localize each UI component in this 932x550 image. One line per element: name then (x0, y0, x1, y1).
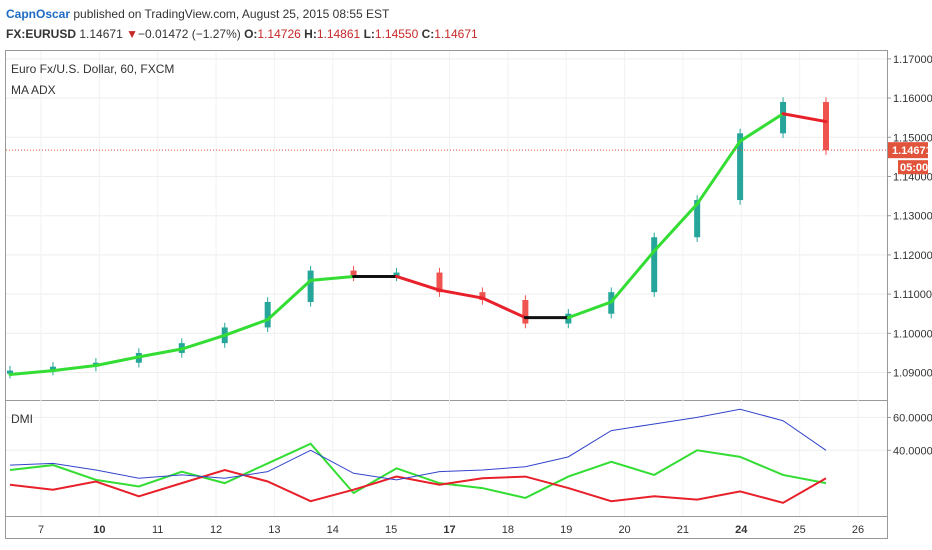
countdown-tag (898, 160, 928, 175)
close-value: 1.14671 (434, 27, 478, 41)
ma-adx-segment (266, 278, 313, 322)
ma-adx-segment (652, 202, 699, 253)
candle (823, 101, 829, 151)
ma-adx-segment (395, 274, 441, 292)
price-pane-border (5, 50, 888, 401)
ma-adx-segment (137, 347, 184, 359)
ma-adx-segment (223, 318, 270, 337)
symbol-label[interactable]: FX:EURUSD (6, 27, 77, 41)
ma-adx-segment (738, 112, 785, 143)
time-axis-tick-label: 21 (677, 524, 689, 536)
candle (436, 272, 443, 293)
close-label: C: (421, 27, 435, 41)
dmi-title[interactable]: DMI (11, 412, 33, 426)
ma-adx-segment (437, 288, 484, 300)
open-value: 1.14726 (257, 27, 301, 41)
time-axis-tick-label: 12 (210, 524, 222, 536)
last-price-tag-label: 1.14671 (892, 145, 932, 157)
high-label: H: (304, 27, 317, 41)
price-axis-tick-label: 1.09000 (893, 368, 932, 380)
low-label: L: (363, 27, 375, 41)
candle (7, 370, 13, 374)
ma-adx-segment (51, 363, 98, 373)
last-price-tag (888, 142, 928, 159)
price-axis-tick-label: 1.13000 (893, 211, 932, 223)
time-axis-tick-label: 19 (560, 524, 572, 536)
open-label: O: (244, 27, 258, 41)
time-axis-tick-label: 7 (38, 524, 44, 536)
low-value: 1.14550 (374, 27, 419, 41)
time-axis-tick-label: 11 (152, 524, 163, 536)
time-axis-tick-label: 26 (852, 524, 864, 536)
price-axis-tick-label: 1.10000 (893, 328, 932, 340)
chart-header: CapnOscar published on TradingView.com, … (0, 0, 932, 50)
candle (651, 237, 658, 293)
time-axis-tick-label: 15 (385, 524, 397, 536)
time-axis-tick-label: 14 (327, 524, 339, 536)
time-axis-tick-label: 24 (735, 524, 748, 536)
time-axis-tick-label: 20 (618, 524, 630, 536)
published-text: published on TradingView.com, August 25,… (73, 7, 390, 21)
price-axis-tick-label: 1.11000 (893, 289, 932, 301)
ma-adx-segment (781, 112, 828, 124)
author-link[interactable]: CapnOscar (6, 7, 71, 21)
candle (522, 300, 529, 324)
high-value: 1.14861 (316, 27, 361, 41)
price-axis-tick-label: 1.14000 (893, 171, 932, 183)
publish-line: CapnOscar published on TradingView.com, … (6, 7, 389, 21)
ma-adx-segment (8, 369, 55, 377)
time-axis-tick-label: 10 (93, 524, 105, 536)
candle (49, 366, 56, 371)
price-axis-tick-label: 1.17000 (893, 54, 932, 66)
candle (737, 133, 744, 201)
candle (350, 270, 357, 277)
price-axis-tick-label: 1.12000 (893, 250, 932, 262)
price-axis-tick-label: 1.15000 (893, 132, 932, 144)
ma-adx-segment (566, 300, 613, 320)
di-plus-line (9, 442, 827, 499)
down-arrow-icon: ▼ (126, 27, 138, 41)
last-price: 1.14671 (79, 27, 123, 41)
indicator-name[interactable]: MA ADX (11, 83, 56, 97)
di-minus-line (9, 468, 827, 504)
ma-adx-segment (180, 333, 227, 351)
countdown-tag-label: 05:00 (900, 162, 928, 174)
ma-adx-segment (309, 274, 356, 282)
ma-adx-segment (695, 139, 742, 206)
ohlc-line: FX:EURUSD 1.14671 ▼−0.01472 (−1.27%) O:1… (6, 27, 478, 41)
time-axis-tick-label: 13 (268, 524, 280, 536)
ma-adx-segment (480, 296, 527, 320)
time-axis-tick-label: 25 (794, 524, 806, 536)
price-change: −0.01472 (−1.27%) (137, 27, 241, 41)
ma-adx-segment (609, 249, 656, 304)
adx-line (9, 408, 827, 481)
time-axis-tick-label: 17 (443, 524, 455, 536)
dmi-axis-tick-label: 60.0000 (893, 412, 932, 424)
ma-adx-segment (94, 355, 141, 367)
candle (307, 270, 314, 302)
candle (479, 292, 486, 301)
candle (264, 301, 271, 328)
time-axis-tick-label: 18 (502, 524, 514, 536)
price-chart-title: Euro Fx/U.S. Dollar, 60, FXCM (11, 62, 174, 76)
dmi-axis-tick-label: 40.0000 (893, 445, 932, 457)
candle (694, 200, 701, 238)
candle (393, 272, 400, 277)
candle (780, 101, 787, 134)
price-axis-tick-label: 1.16000 (893, 93, 932, 105)
